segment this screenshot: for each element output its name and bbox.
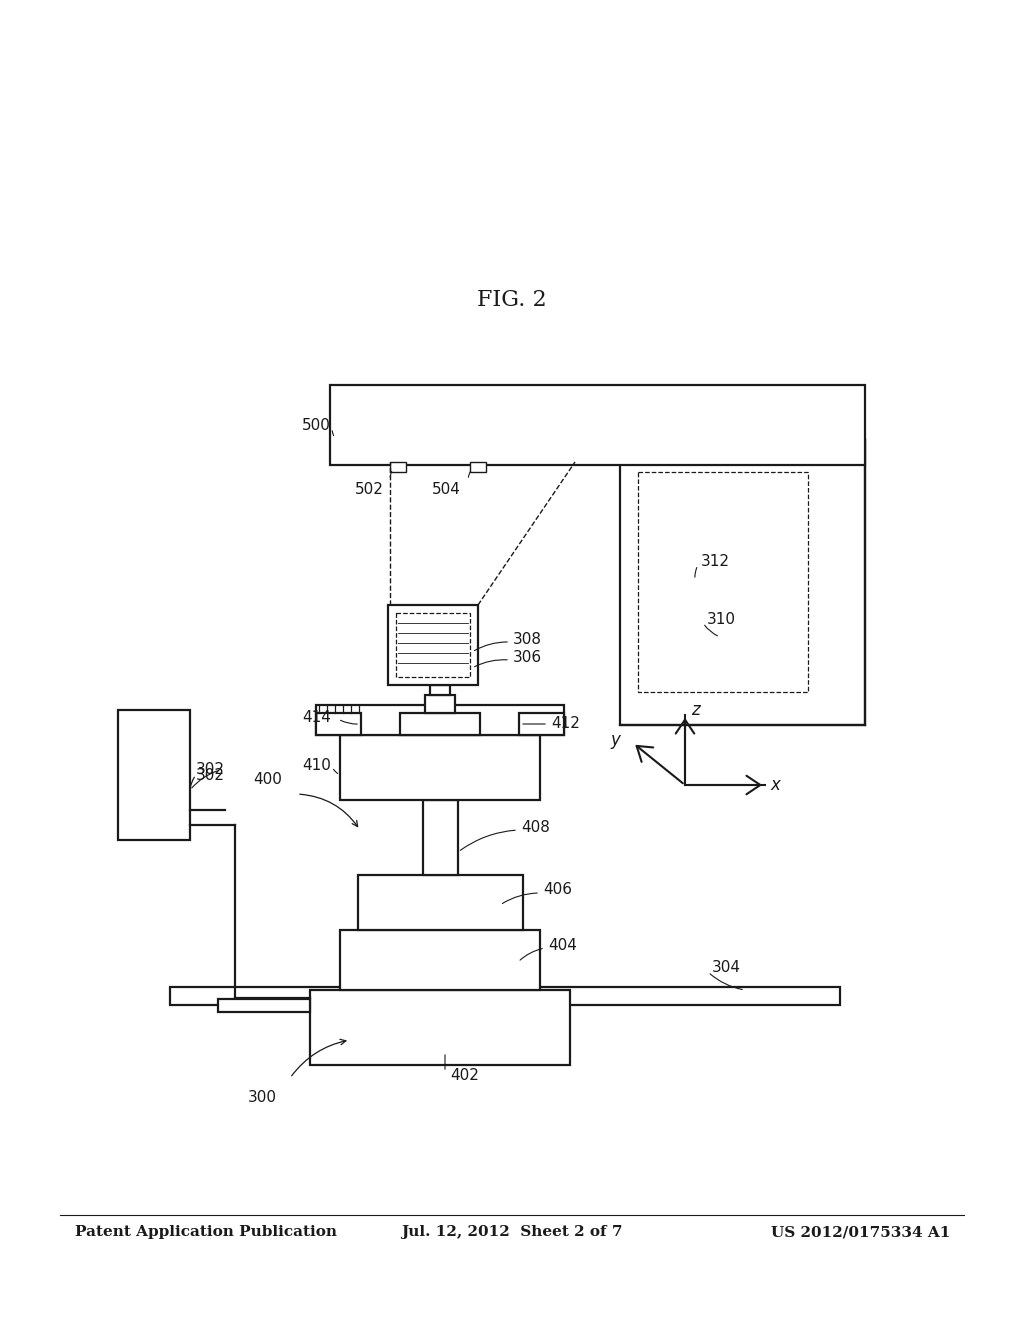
Text: 410: 410 bbox=[302, 758, 331, 772]
Text: 502: 502 bbox=[355, 483, 384, 498]
Bar bbox=[400, 713, 480, 735]
Text: US 2012/0175334 A1: US 2012/0175334 A1 bbox=[771, 1225, 950, 1239]
Text: 414: 414 bbox=[302, 710, 331, 725]
Bar bbox=[620, 440, 865, 725]
Text: 404: 404 bbox=[548, 937, 577, 953]
Text: 406: 406 bbox=[543, 883, 572, 898]
Text: 408: 408 bbox=[521, 820, 550, 834]
Bar bbox=[118, 710, 190, 840]
Bar bbox=[310, 990, 570, 1065]
Text: 500: 500 bbox=[302, 417, 331, 433]
Text: FIG. 2: FIG. 2 bbox=[477, 289, 547, 312]
Text: 306: 306 bbox=[513, 649, 542, 664]
Text: 504: 504 bbox=[432, 483, 461, 498]
Text: 302: 302 bbox=[196, 763, 225, 777]
Bar bbox=[638, 473, 808, 692]
Bar bbox=[390, 462, 406, 473]
Text: 402: 402 bbox=[450, 1068, 479, 1082]
Text: 400: 400 bbox=[253, 772, 282, 788]
Bar bbox=[170, 987, 840, 1005]
Bar bbox=[340, 931, 540, 990]
Bar bbox=[330, 385, 865, 465]
Bar bbox=[470, 462, 486, 473]
Bar bbox=[316, 705, 564, 735]
Bar bbox=[430, 685, 450, 696]
Text: Jul. 12, 2012  Sheet 2 of 7: Jul. 12, 2012 Sheet 2 of 7 bbox=[401, 1225, 623, 1239]
Bar bbox=[425, 696, 455, 713]
Bar bbox=[423, 800, 458, 875]
Bar bbox=[358, 875, 523, 931]
Text: 302: 302 bbox=[196, 767, 225, 783]
Text: 308: 308 bbox=[513, 632, 542, 648]
Text: 304: 304 bbox=[712, 961, 741, 975]
Bar bbox=[316, 713, 361, 735]
Text: y: y bbox=[610, 731, 620, 748]
Bar bbox=[340, 735, 540, 800]
Text: x: x bbox=[770, 776, 780, 795]
Bar bbox=[388, 605, 478, 685]
Text: z: z bbox=[691, 701, 699, 719]
Text: 412: 412 bbox=[551, 717, 580, 731]
Text: Patent Application Publication: Patent Application Publication bbox=[75, 1225, 337, 1239]
Text: 310: 310 bbox=[707, 612, 736, 627]
Bar bbox=[519, 713, 564, 735]
Bar bbox=[396, 612, 470, 677]
Text: 312: 312 bbox=[701, 554, 730, 569]
Text: 300: 300 bbox=[248, 1090, 278, 1106]
Bar bbox=[218, 999, 310, 1012]
